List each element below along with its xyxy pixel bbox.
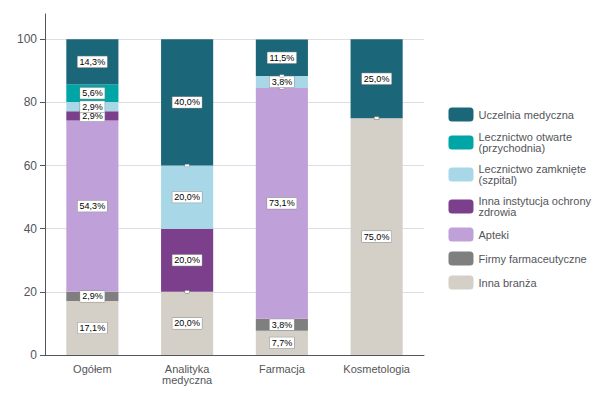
- svg-text:Ogółem: Ogółem: [73, 363, 112, 375]
- svg-text:100: 100: [17, 32, 37, 46]
- svg-text:75,0%: 75,0%: [364, 232, 390, 242]
- svg-text:60: 60: [24, 159, 38, 173]
- svg-text:Apteki: Apteki: [478, 229, 509, 241]
- svg-text:11,5%: 11,5%: [269, 53, 294, 63]
- svg-text:2,9%: 2,9%: [82, 102, 103, 112]
- svg-text:80: 80: [24, 95, 38, 109]
- svg-text:20,0%: 20,0%: [174, 255, 200, 265]
- svg-text:17,1%: 17,1%: [80, 323, 106, 333]
- svg-text:(szpital): (szpital): [478, 174, 517, 186]
- svg-text:medyczna: medyczna: [162, 374, 213, 386]
- svg-text:7,7%: 7,7%: [272, 338, 293, 348]
- svg-text:3,8%: 3,8%: [272, 320, 293, 330]
- svg-text:40,0%: 40,0%: [174, 97, 200, 107]
- svg-text:73,1%: 73,1%: [269, 198, 295, 208]
- svg-text:Uczelnia medyczna: Uczelnia medyczna: [478, 109, 574, 121]
- svg-text:5,6%: 5,6%: [82, 88, 103, 98]
- svg-text:Farmacja: Farmacja: [259, 363, 306, 375]
- svg-text:20,0%: 20,0%: [174, 192, 200, 202]
- svg-text:14,3%: 14,3%: [80, 57, 106, 67]
- svg-text:25,0%: 25,0%: [364, 74, 390, 84]
- svg-text:3,8%: 3,8%: [272, 77, 293, 87]
- svg-text:Lecznictwo otwarte: Lecznictwo otwarte: [478, 131, 572, 143]
- svg-text:Analityka: Analityka: [164, 362, 210, 375]
- svg-text:Firmy farmaceutyczne: Firmy farmaceutyczne: [478, 253, 586, 265]
- svg-text:20: 20: [24, 285, 38, 299]
- svg-text:Kosmetologia: Kosmetologia: [343, 363, 411, 375]
- svg-text:2,9%: 2,9%: [82, 291, 103, 301]
- svg-text:20,0%: 20,0%: [174, 318, 200, 328]
- svg-text:zdrowia: zdrowia: [478, 206, 517, 218]
- svg-text:Inna branża: Inna branża: [478, 277, 537, 289]
- svg-text:Lecznictwo zamknięte: Lecznictwo zamknięte: [478, 163, 587, 175]
- svg-text:0: 0: [30, 348, 37, 362]
- svg-text:40: 40: [24, 222, 38, 236]
- svg-text:2,9%: 2,9%: [82, 110, 103, 121]
- svg-text:(przychodnia): (przychodnia): [478, 142, 545, 154]
- svg-text:Inna instytucja ochrony: Inna instytucja ochrony: [478, 195, 591, 207]
- svg-text:54,3%: 54,3%: [80, 201, 106, 211]
